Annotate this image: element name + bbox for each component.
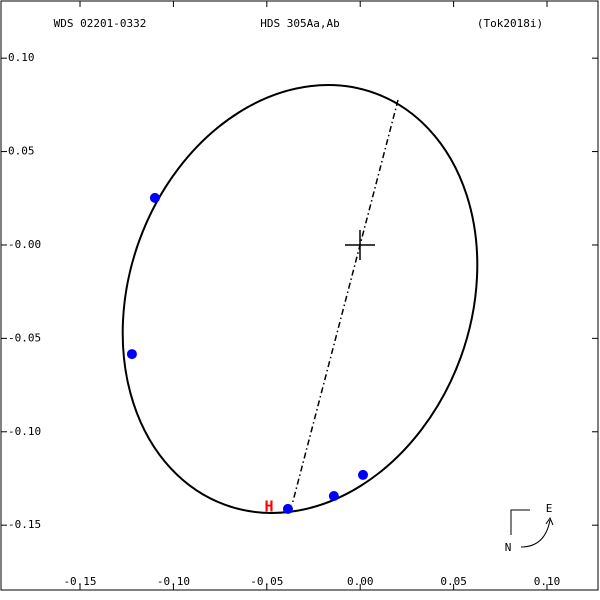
observation-point [282,503,293,514]
y-tick-label: -0.15 [8,518,41,531]
x-tick-label: -0.10 [157,575,190,588]
marker-label: H [265,498,274,516]
x-tick-label: 0.00 [347,575,374,588]
chart-subtitle: WDS 02201-0332 [54,17,147,30]
x-tick-label: -0.05 [250,575,283,588]
observation-point [149,192,160,203]
observation-point [126,349,137,360]
y-tick-label: 0.10 [8,51,35,64]
y-tick-label: -0.10 [8,425,41,438]
y-tick-label: -0.05 [8,331,41,344]
compass: E N [505,502,554,554]
y-tick-label: 0.05 [8,145,35,158]
compass-arrowhead [545,516,554,526]
chart-title: HDS 305Aa,Ab [260,17,339,30]
compass-east: E [546,502,553,515]
x-tick-label: -0.15 [63,575,96,588]
x-tick-label: 0.10 [534,575,561,588]
compass-north: N [505,541,512,554]
reference: (Tok2018i) [477,17,543,30]
compass-arrow [520,519,551,548]
observation-point [358,469,369,480]
x-tick-label: 0.05 [440,575,467,588]
observation-point [328,491,339,502]
line-of-nodes [291,99,399,506]
compass-axes [510,509,530,535]
orbit [121,84,479,514]
y-tick-label: -0.00 [8,238,41,251]
